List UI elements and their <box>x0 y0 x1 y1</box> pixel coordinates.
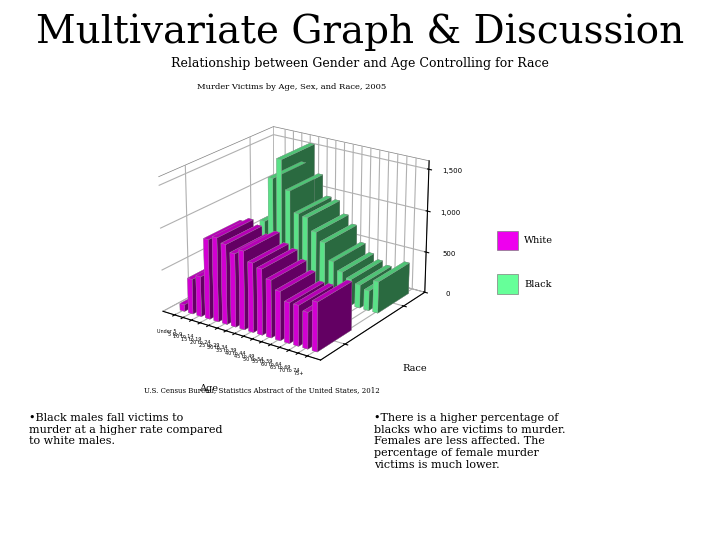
Text: Black: Black <box>524 280 552 288</box>
Text: •There is a higher percentage of
blacks who are victims to murder.
Females are l: •There is a higher percentage of blacks … <box>374 413 566 469</box>
Y-axis label: Race: Race <box>402 364 427 373</box>
Text: Relationship between Gender and Age Controlling for Race: Relationship between Gender and Age Cont… <box>171 57 549 70</box>
Text: White: White <box>524 236 554 245</box>
Text: U.S. Census Bureau, Statistics Abstract of the United States, 2012: U.S. Census Bureau, Statistics Abstract … <box>144 386 379 394</box>
Text: Multivariate Graph & Discussion: Multivariate Graph & Discussion <box>36 14 684 51</box>
Bar <box>497 231 518 250</box>
X-axis label: Age: Age <box>199 384 218 393</box>
Title: Murder Victims by Age, Sex, and Race, 2005: Murder Victims by Age, Sex, and Race, 20… <box>197 83 386 91</box>
Text: •Black males fall victims to
murder at a higher rate compared
to white males.: •Black males fall victims to murder at a… <box>29 413 222 446</box>
Bar <box>497 274 518 294</box>
